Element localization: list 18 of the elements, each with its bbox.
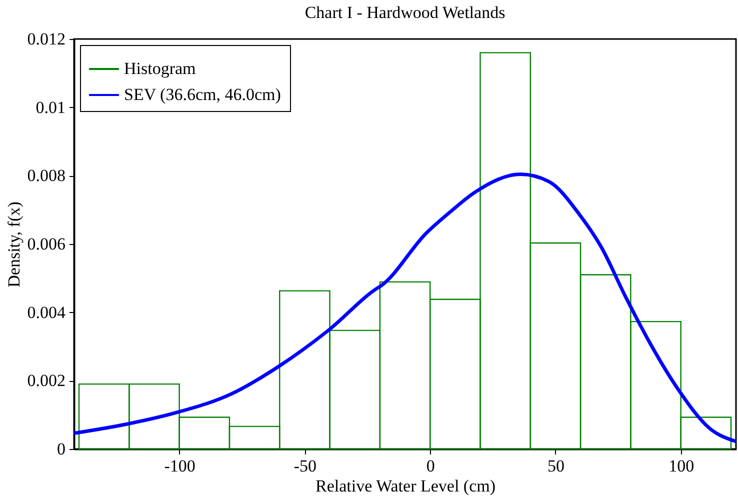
x-tick-label: -50 — [294, 456, 317, 476]
y-tick-label: 0.012 — [27, 30, 66, 48]
y-tick-label: 0 — [57, 440, 66, 458]
x-tick-label: 100 — [668, 456, 694, 476]
legend-label: Histogram — [124, 59, 196, 78]
line-series — [74, 172, 736, 444]
x-axis-title: Relative Water Level (cm) — [315, 476, 496, 496]
y-tick-label: 0.006 — [27, 234, 66, 254]
y-tick-label: 0.008 — [27, 166, 66, 186]
legend-label: SEV (36.6cm, 46.0cm) — [124, 85, 281, 104]
y-tick-label: 0.002 — [27, 371, 66, 390]
x-tick-label: 0 — [426, 456, 435, 476]
chart-title: Chart I - Hardwood Wetlands — [304, 3, 506, 22]
x-tick-label: 50 — [547, 456, 564, 476]
y-tick-label: 0.004 — [27, 302, 66, 322]
y-tick-label: 0.01 — [36, 98, 66, 117]
y-axis-title: Density, f(x) — [4, 202, 24, 288]
x-tick-label: -100 — [164, 456, 196, 476]
